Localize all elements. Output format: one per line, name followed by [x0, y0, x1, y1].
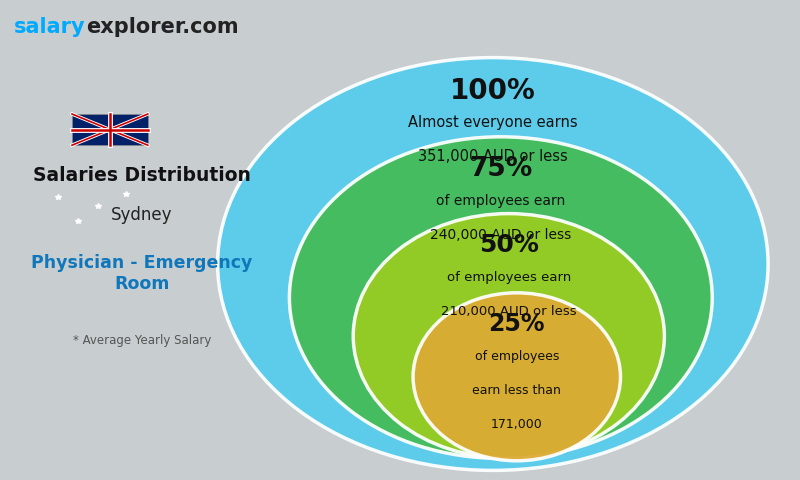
Ellipse shape	[218, 58, 768, 470]
Text: Physician - Emergency
Room: Physician - Emergency Room	[31, 254, 253, 293]
Text: of employees earn: of employees earn	[446, 271, 571, 284]
Text: 100%: 100%	[450, 77, 536, 105]
Text: 25%: 25%	[489, 312, 545, 336]
Text: 351,000 AUD or less: 351,000 AUD or less	[418, 149, 568, 164]
Text: of employees: of employees	[474, 350, 559, 363]
Ellipse shape	[413, 293, 621, 461]
Text: 171,000: 171,000	[491, 418, 542, 431]
Text: Sydney: Sydney	[111, 206, 173, 225]
Ellipse shape	[354, 214, 664, 458]
Text: 75%: 75%	[469, 156, 533, 182]
Text: Salaries Distribution: Salaries Distribution	[33, 166, 250, 185]
Ellipse shape	[290, 137, 712, 458]
Text: explorer.com: explorer.com	[86, 17, 238, 37]
Text: 210,000 AUD or less: 210,000 AUD or less	[441, 305, 577, 318]
Text: of employees earn: of employees earn	[436, 194, 566, 208]
Text: 50%: 50%	[479, 233, 538, 257]
Text: salary: salary	[14, 17, 86, 37]
Text: * Average Yearly Salary: * Average Yearly Salary	[73, 334, 211, 347]
Text: earn less than: earn less than	[472, 384, 562, 397]
Text: 240,000 AUD or less: 240,000 AUD or less	[430, 228, 571, 242]
FancyBboxPatch shape	[72, 114, 148, 145]
Text: Almost everyone earns: Almost everyone earns	[408, 115, 578, 130]
